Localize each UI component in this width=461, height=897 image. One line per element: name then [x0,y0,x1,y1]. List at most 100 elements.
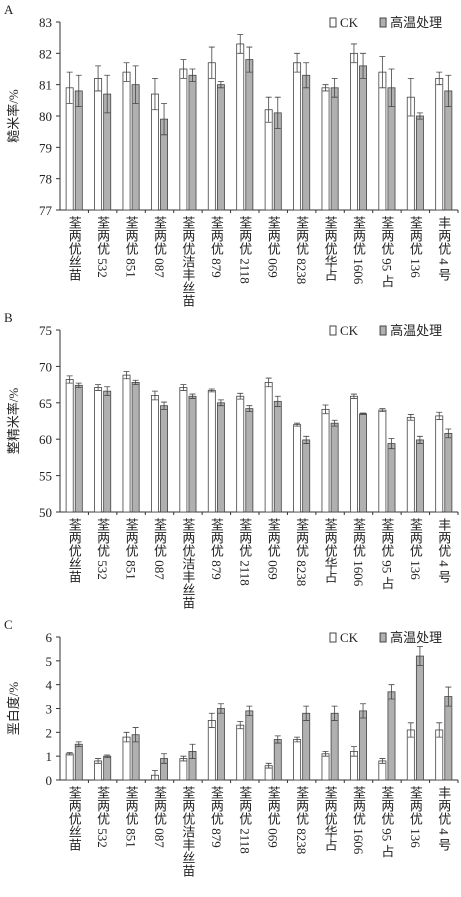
error-bar [161,401,168,410]
y-tick-label: 65 [39,396,52,411]
x-tick-label: 荃两优丝苗 [67,786,82,851]
legend-swatch [379,17,387,28]
error-bar [294,52,301,73]
x-tick-label: 荃两优 532 [95,216,110,278]
x-tick-label: 荃两优华占 [323,518,338,583]
bar [236,395,245,513]
bar [188,395,197,513]
error-bar [416,646,423,666]
legend-label: 高温处理 [390,15,442,30]
panel-label: C [4,617,13,632]
bar [359,65,368,211]
error-bar [416,435,423,444]
x-tick-label: 荃两优 136 [408,216,423,278]
y-tick-label: 2 [46,725,53,740]
y-tick-label: 77 [39,203,53,218]
y-tick-label: 6 [46,630,53,645]
bar [179,758,188,781]
error-bar [274,96,281,129]
x-tick-label: 荃两优 1606 [351,216,366,285]
x-tick-label: 荃两优 8238 [294,518,309,586]
bar [160,405,169,513]
bar [74,384,83,513]
error-bar [416,112,423,120]
error-bar [322,751,329,757]
panel-label: B [4,310,13,325]
bar [415,655,424,781]
y-tick-label: 80 [39,109,52,124]
y-tick-label: 75 [39,323,52,338]
bar [321,408,330,513]
legend-label: CK [340,15,359,30]
bar [302,712,311,781]
error-bar [436,722,443,738]
error-bar [294,736,301,743]
bar [179,387,188,513]
bar [94,387,103,513]
x-tick-label: 荃两优 851 [124,518,139,580]
error-bar [104,754,111,758]
error-bar [303,62,310,89]
x-tick-label: 荃两优 069 [266,216,281,278]
error-bar [246,46,253,73]
bar [349,395,358,513]
bar [444,90,453,211]
bar [103,390,112,513]
bar [264,382,273,513]
bar [330,712,339,781]
bar [321,87,330,211]
error-bar [75,741,82,748]
y-tick-label: 1 [46,749,53,764]
x-tick-label: 荃两优 2118 [237,216,252,284]
bar [179,68,188,211]
error-bar [75,74,82,107]
x-tick-label: 丰两优 4 号 [436,518,451,583]
x-tick-label: 荃两优 8238 [294,786,309,854]
bar [435,78,444,211]
x-tick-label: 荃两优 8238 [294,216,309,284]
error-bar [151,78,158,111]
error-bar [189,393,196,399]
error-bar [132,65,139,104]
bar [435,415,444,513]
bar [236,724,245,781]
bar [359,413,368,513]
y-tick-label: 0 [46,773,53,788]
bar [74,90,83,211]
error-bar [274,395,281,407]
x-tick-label: 荃两优 532 [95,518,110,580]
error-bar [66,375,73,384]
legend-swatch [379,632,387,643]
y-tick-label: 50 [39,505,52,520]
error-bar [180,384,187,391]
error-bar [360,52,367,79]
error-bar [445,428,452,439]
x-tick-label: 荃两优 879 [209,786,224,848]
bar [94,78,103,211]
error-bar [388,68,395,107]
error-bar [161,103,168,136]
x-tick-label: 荃两优 851 [124,786,139,848]
bar [65,753,74,781]
error-bar [407,722,414,738]
error-bar [360,412,367,415]
bar [378,71,387,211]
bar [150,93,159,211]
error-bar [217,399,224,407]
bar [302,439,311,513]
x-tick-label: 荃两优 1606 [351,518,366,587]
x-tick-label: 荃两优 95 占 [379,216,394,288]
y-axis-label: 整精米率/% [6,388,21,455]
error-bar [445,686,452,707]
error-bar [66,71,73,104]
error-bar [246,405,253,412]
y-tick-label: 82 [39,46,52,61]
bar [216,84,225,211]
error-bar [379,408,386,412]
y-tick-label: 81 [39,78,52,93]
bar [103,755,112,781]
error-bar [331,419,338,427]
error-bar [445,74,452,107]
error-bar [95,65,102,92]
